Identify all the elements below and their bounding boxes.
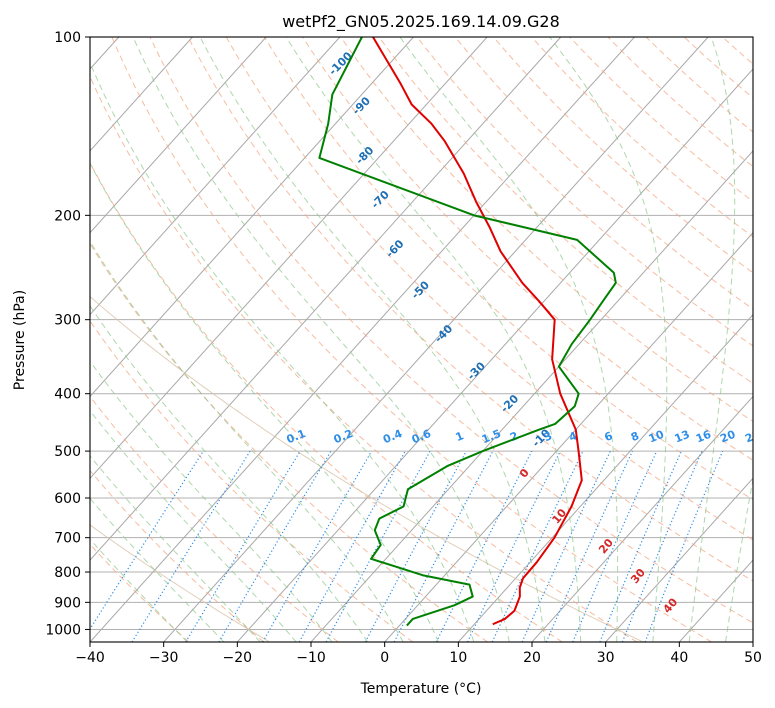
isotherm-line (457, 313, 753, 642)
mixing-ratio-label: 3 (542, 429, 554, 444)
moist-adiabat-line (725, 476, 753, 642)
moist-adiabat-line (199, 37, 546, 642)
isotherm-line (90, 37, 341, 316)
isotherm-line (236, 68, 753, 642)
mixing-ratio-line (185, 450, 301, 642)
mixing-ratio-label: 10 (647, 428, 666, 446)
y-tick-label: 900 (54, 595, 81, 611)
moist-adiabat-line (90, 455, 261, 642)
mixing-ratio-line (262, 450, 373, 642)
dry-adiabat-line (149, 37, 753, 624)
y-tick-label: 400 (54, 387, 81, 403)
moist-adiabat-line (90, 360, 333, 642)
moist-adiabat-line (90, 409, 297, 642)
dry-adiabat-line (90, 161, 563, 642)
mixing-ratio-line (599, 450, 682, 642)
isotherm-line (90, 37, 635, 642)
y-tick-label: 1000 (45, 622, 81, 638)
plot-area: -100-90-80-70-60-50-40-30-20-10 0.1 0.2 0.… (90, 37, 762, 642)
mixing-ratio-line (218, 450, 332, 642)
moist-adiabat-line (90, 240, 404, 642)
y-axis-ticks: 100 200 300 400 500 600 700 800 900 1000 (45, 30, 90, 638)
moist-adiabat-line (285, 37, 582, 642)
x-tick-label: 0 (380, 650, 389, 666)
x-tick-label: 20 (523, 650, 541, 666)
x-tick-label: 10 (449, 650, 467, 666)
dry-adiabats (90, 37, 753, 642)
x-tick-label: −10 (296, 650, 326, 666)
mixing-ratio-line (131, 450, 251, 642)
mixing-ratio-line (572, 450, 658, 642)
dry-adiabat-line (454, 37, 753, 310)
moist-adiabat-line (549, 37, 668, 642)
mixing-ratio-label: 2 (508, 429, 520, 444)
mixing-ratio-lines (90, 450, 724, 642)
dry-adiabat-line (90, 395, 339, 642)
moist-adiabats (90, 37, 753, 642)
y-tick-label: 200 (54, 208, 81, 224)
isotherm-line (90, 37, 267, 234)
x-axis-label: Temperature (°C) (360, 681, 482, 697)
y-tick-label: 500 (54, 444, 81, 460)
isotherm-line (310, 150, 753, 642)
plot-frame (89, 36, 754, 643)
dewpoint-profile-line (318, 37, 617, 627)
isotherm-line (605, 477, 753, 642)
x-axis-ticks: −40 −30 −20 −10 0 10 20 30 40 50 (75, 642, 762, 666)
mixing-ratio-line (393, 450, 494, 642)
mixing-ratio-line (545, 450, 634, 642)
mixing-ratio-line (644, 450, 724, 642)
reference-curve (90, 524, 270, 642)
mixing-ratio-line (364, 450, 467, 642)
isotherm-line (531, 395, 753, 642)
dry-adiabat-line (111, 37, 712, 642)
dry-adiabat-line (90, 469, 264, 642)
x-tick-label: −40 (75, 650, 105, 666)
mixing-ratio-line (521, 450, 611, 642)
moist-adiabat-line (688, 37, 736, 642)
isotherm-line (90, 37, 562, 561)
dry-adiabat-line (90, 320, 414, 642)
profile-series (318, 37, 617, 627)
mixing-ratio-line (435, 450, 533, 642)
mixing-ratio-label: 25 (743, 428, 762, 446)
isotherm-line (384, 231, 753, 642)
mixing-ratio-line (466, 450, 561, 642)
mixing-ratio-line (491, 450, 584, 642)
y-tick-label: 700 (54, 531, 81, 547)
mixing-ratio-label: 13 (673, 428, 692, 446)
x-tick-label: 50 (744, 650, 762, 666)
y-tick-label: 300 (54, 313, 81, 329)
mixing-ratio-label: 16 (694, 428, 713, 446)
dry-adiabat-line (90, 242, 488, 642)
moist-adiabat-line (90, 304, 369, 642)
moist-adiabat-line (132, 37, 510, 642)
dry-adiabat-line (90, 543, 190, 642)
temperature-profile-line (372, 37, 583, 626)
mixing-ratio-label: 8 (629, 429, 641, 444)
isotherm-line (90, 37, 488, 480)
x-tick-label: −30 (149, 650, 179, 666)
moist-adiabat-line (90, 61, 475, 642)
y-tick-label: 600 (54, 491, 81, 507)
dry-adiabat-line (416, 37, 753, 347)
mixing-ratio-line (621, 450, 703, 642)
moist-adiabat-line (90, 162, 439, 642)
y-axis-label: Pressure (hPa) (12, 290, 28, 390)
isotherm-line (90, 37, 193, 152)
y-tick-label: 800 (54, 565, 81, 581)
x-tick-label: −20 (223, 650, 253, 666)
mixing-ratio-label: 1 (454, 429, 466, 444)
reference-curve (90, 295, 644, 642)
x-tick-label: 40 (670, 650, 688, 666)
y-tick-label: 100 (54, 30, 81, 46)
x-tick-label: 30 (597, 650, 615, 666)
mixing-ratio-label: 20 (718, 428, 737, 446)
chart-title: wetPf2_GN05.2025.169.14.09.G28 (282, 12, 560, 32)
